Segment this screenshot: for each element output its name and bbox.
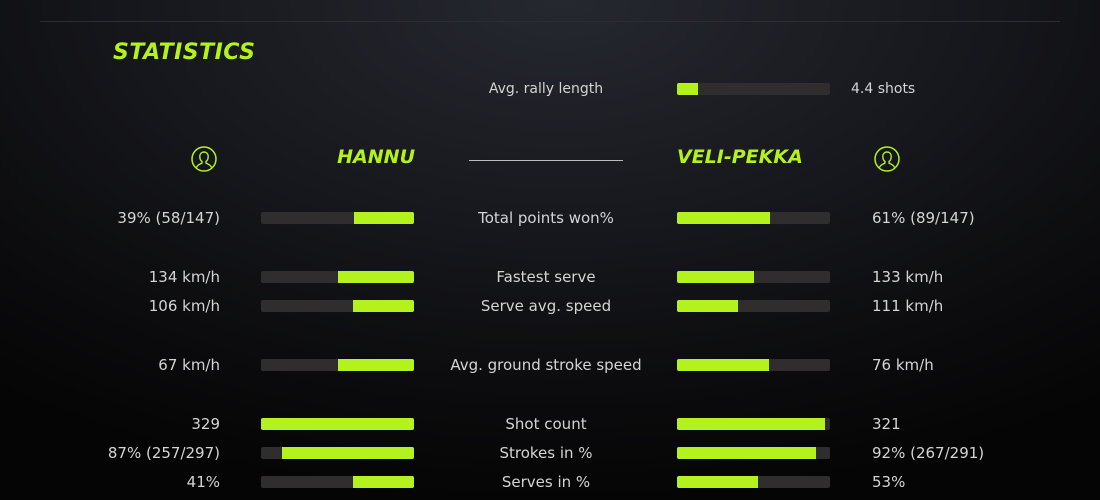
page-title: STATISTICS xyxy=(113,40,256,65)
stat-right-bar-fill xyxy=(677,418,826,430)
rally-row: Avg. rally length 4.4 shots xyxy=(0,79,1100,99)
stat-right-bar-fill xyxy=(677,447,817,459)
stat-left-bar xyxy=(261,418,414,430)
stat-right-bar-fill xyxy=(677,359,769,371)
stat-right-bar-fill xyxy=(677,271,754,283)
stat-left-bar-fill xyxy=(337,271,414,283)
stat-right-value: 61% (89/147) xyxy=(872,209,975,227)
stat-label: Total points won% xyxy=(478,209,614,227)
stat-right-value: 92% (267/291) xyxy=(872,444,985,462)
stat-right-bar xyxy=(677,447,830,459)
stat-label: Serve avg. speed xyxy=(480,297,612,315)
rally-value: 4.4 shots xyxy=(851,81,916,97)
stat-left-bar-fill xyxy=(354,212,414,224)
stat-left-value: 67 km/h xyxy=(158,356,220,374)
stat-left-value: 39% (58/147) xyxy=(117,209,220,227)
rally-label: Avg. rally length xyxy=(488,81,604,97)
stat-row: 134 km/h Fastest serve 133 km/h xyxy=(0,267,1100,287)
stat-left-bar xyxy=(261,447,414,459)
top-divider xyxy=(40,21,1060,22)
stat-label: Fastest serve xyxy=(496,268,596,286)
stat-left-bar-fill xyxy=(352,476,414,488)
user-icon xyxy=(874,146,900,172)
stat-right-bar xyxy=(677,359,830,371)
stat-right-bar xyxy=(677,418,830,430)
stat-left-bar-fill xyxy=(352,300,414,312)
stat-left-value: 41% xyxy=(186,473,220,491)
stat-right-value: 133 km/h xyxy=(872,268,944,286)
stat-row: 41% Serves in % 53% xyxy=(0,472,1100,492)
stat-left-value: 134 km/h xyxy=(148,268,220,286)
stat-left-value: 87% (257/297) xyxy=(107,444,220,462)
stat-right-bar xyxy=(677,476,830,488)
stat-left-bar xyxy=(261,359,414,371)
stat-right-bar xyxy=(677,271,830,283)
stat-left-value: 106 km/h xyxy=(148,297,220,315)
stat-left-bar-fill xyxy=(261,418,414,430)
header-divider xyxy=(469,160,623,161)
stat-row: 329 Shot count 321 xyxy=(0,414,1100,434)
stat-right-value: 111 km/h xyxy=(872,297,944,315)
stat-left-bar xyxy=(261,300,414,312)
stat-right-bar-fill xyxy=(677,300,739,312)
stat-right-value: 53% xyxy=(872,473,906,491)
stat-row: 39% (58/147) Total points won% 61% (89/1… xyxy=(0,208,1100,228)
stat-right-bar-fill xyxy=(677,476,759,488)
stat-row: 67 km/h Avg. ground stroke speed 76 km/h xyxy=(0,355,1100,375)
stat-right-value: 321 xyxy=(872,415,901,433)
rally-bar-fill xyxy=(677,83,699,95)
stat-right-value: 76 km/h xyxy=(872,356,934,374)
stat-label: Strokes in % xyxy=(499,444,593,462)
stat-row: 87% (257/297) Strokes in % 92% (267/291) xyxy=(0,443,1100,463)
player-left-name: HANNU xyxy=(337,146,415,168)
stat-label: Serves in % xyxy=(501,473,591,491)
rally-bar xyxy=(677,83,830,95)
stat-left-bar-fill xyxy=(337,359,414,371)
stat-label: Avg. ground stroke speed xyxy=(450,356,642,374)
stat-right-bar xyxy=(677,300,830,312)
stat-left-bar xyxy=(261,476,414,488)
stat-left-value: 329 xyxy=(191,415,220,433)
stat-row: 106 km/h Serve avg. speed 111 km/h xyxy=(0,296,1100,316)
stat-right-bar xyxy=(677,212,830,224)
stat-label: Shot count xyxy=(505,415,587,433)
stat-left-bar xyxy=(261,212,414,224)
player-right-name: VELI-PEKKA xyxy=(677,146,803,168)
stat-right-bar-fill xyxy=(677,212,771,224)
stat-left-bar xyxy=(261,271,414,283)
user-icon xyxy=(191,146,217,172)
stat-left-bar-fill xyxy=(282,447,414,459)
